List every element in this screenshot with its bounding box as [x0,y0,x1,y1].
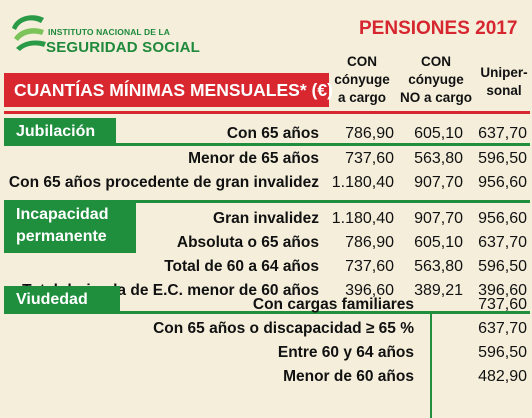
banner-divider [4,111,530,114]
cell-value: 786,90 [345,234,394,251]
section-tab-viudedad: Viudedad [4,286,120,314]
cell-value: 737,60 [345,150,394,167]
incapacidad-divider [4,200,530,203]
cell-value: 596,50 [478,150,527,167]
column-header-con-conyuge-a-cargo: CON cónyuge a cargo [334,54,390,105]
cell-value: 396,60 [478,282,527,299]
viudedad-divider [4,311,530,314]
row-label: Total de 60 a 64 años [164,258,319,275]
column-header-con-conyuge-no-a-cargo: CON cónyuge NO a cargo [399,54,473,105]
cell-value: 1.180,40 [331,210,394,227]
jubilacion-divider [4,143,530,146]
cell-value: 563,80 [414,258,463,275]
cell-value: 786,90 [345,125,394,142]
institution-top-line: INSTITUTO NACIONAL DE LA [48,27,171,37]
cell-value: 563,80 [414,150,463,167]
cell-value: 605,10 [414,234,463,251]
cell-value: 596,50 [478,258,527,275]
section-tab-incapacidad: Incapacidad permanente [4,201,136,253]
column-header-unipersonal: Uniper- sonal [480,65,528,98]
cell-value: 396,60 [345,282,394,299]
cell-value: 907,70 [414,210,463,227]
row-label: Con 65 años o discapacidad ≥ 65 % [153,320,414,337]
cell-value: 637,70 [478,234,527,251]
cell-value: 637,70 [478,125,527,142]
seguridad-social-logo-icon [12,15,46,51]
cell-value: 605,10 [414,125,463,142]
institution-name: SEGURIDAD SOCIAL [46,39,201,56]
page-title: PENSIONES 2017 [359,18,518,39]
row-label: Con 65 años [226,125,319,142]
cell-value: 737,60 [478,296,527,313]
row-label: Con 65 años procedente de gran invalidez [8,174,319,191]
section-tab-jubilacion: Jubilación [4,118,116,146]
row-label: Absoluta o 65 años [176,234,319,251]
cell-value: 737,60 [345,258,394,275]
cell-value: 956,60 [478,174,527,191]
cell-value: 389,21 [414,282,463,299]
cell-value: 482,90 [478,368,527,385]
row-label: Menor de 60 años [283,368,414,385]
table-banner: CUANTÍAS MÍNIMAS MENSUALES* (€) [4,73,333,107]
row-label: Gran invalidez [213,210,319,227]
viudedad-column-separator [430,311,432,418]
cell-value: 956,60 [478,210,527,227]
cell-value: 637,70 [478,320,527,337]
row-label: Con cargas familiares [252,296,414,313]
row-label: Menor de 65 años [188,150,319,167]
cell-value: 596,50 [478,344,527,361]
cell-value: 1.180,40 [331,174,394,191]
cell-value: 907,70 [414,174,463,191]
row-label: Entre 60 y 64 años [277,344,414,361]
